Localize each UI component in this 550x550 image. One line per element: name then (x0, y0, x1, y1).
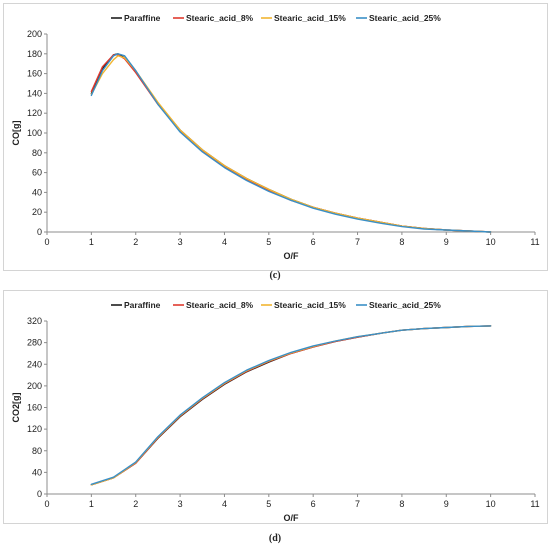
co-y-tick-label: 100 (27, 128, 42, 138)
co-x-tick-label: 7 (355, 237, 360, 247)
co-y-tick-label: 20 (32, 207, 42, 217)
co2-x-tick-label: 7 (355, 499, 360, 509)
co2-y-tick-label: 320 (27, 316, 42, 326)
co2-series-stearic-acid-8- (90, 325, 492, 486)
co-x-tick-label: 6 (311, 237, 316, 247)
co2-chart: Paraffine Stearic_acid_8% Stearic_acid_15%… (11, 300, 540, 523)
co2-x-tick-label: 5 (266, 499, 271, 509)
legend-label: Stearic_acid_15% (274, 300, 346, 310)
co2-x-tick-label: 11 (530, 499, 539, 509)
co-y-tick-label: 140 (27, 88, 42, 98)
co-series-stearic-acid-8- (90, 54, 492, 233)
co2-series-paraffine (90, 325, 492, 486)
co2-y-tick-label: 280 (27, 338, 42, 348)
co2-x-tick-label: 8 (399, 499, 404, 509)
co2-x-axis-label: O/F (284, 513, 300, 523)
co-y-tick-label: 200 (27, 29, 42, 39)
chart-panel-co2: Paraffine Stearic_acid_8% Stearic_acid_15%… (3, 290, 548, 524)
legend-label: Stearic_acid_25% (369, 300, 441, 310)
co2-series-stearic-acid-15- (90, 325, 492, 486)
co2-x-tick-label: 1 (89, 499, 94, 509)
co-y-tick-label: 180 (27, 49, 42, 59)
co2-x-tick-label: 10 (486, 499, 496, 509)
co-x-tick-label: 2 (133, 237, 138, 247)
legend-label: Paraffine (124, 300, 161, 310)
co2-y-tick-label: 200 (27, 381, 42, 391)
co-series-stearic-acid-25- (90, 53, 492, 233)
co2-x-tick-label: 3 (178, 499, 183, 509)
co-x-tick-label: 4 (222, 237, 227, 247)
co-x-tick-label: 5 (266, 237, 271, 247)
co-y-axis-label: CO[g] (11, 121, 21, 146)
co-y-tick-label: 160 (27, 69, 42, 79)
co2-y-tick-label: 80 (32, 446, 42, 456)
legend-label: Stearic_acid_15% (274, 13, 346, 23)
co-series-paraffine (90, 53, 492, 233)
co2-x-tick-label: 4 (222, 499, 227, 509)
co-y-tick-label: 80 (32, 148, 42, 158)
co-x-tick-label: 11 (530, 237, 539, 247)
co2-y-tick-label: 0 (37, 489, 42, 499)
co-y-tick-label: 120 (27, 108, 42, 118)
co-chart: Paraffine Stearic_acid_8% Stearic_acid_15%… (11, 13, 540, 261)
co-series-stearic-acid-15- (90, 55, 492, 233)
co-x-tick-label: 1 (89, 237, 94, 247)
co-x-tick-label: 0 (44, 237, 49, 247)
co2-x-tick-label: 2 (133, 499, 138, 509)
caption-d: (d) (268, 533, 282, 544)
co-x-tick-label: 10 (486, 237, 496, 247)
caption-c: (c) (269, 270, 281, 281)
legend-label: Paraffine (124, 13, 161, 23)
co2-y-tick-label: 240 (27, 359, 42, 369)
co2-y-axis-label: CO2[g] (11, 393, 21, 423)
co2-y-tick-label: 160 (27, 403, 42, 413)
co-x-tick-label: 3 (178, 237, 183, 247)
co2-y-tick-label: 120 (27, 424, 42, 434)
co2-x-tick-label: 6 (311, 499, 316, 509)
co2-y-tick-label: 40 (32, 467, 42, 477)
co-y-tick-label: 0 (37, 227, 42, 237)
legend-label: Stearic_acid_8% (186, 13, 254, 23)
chart-panel-co: Paraffine Stearic_acid_8% Stearic_acid_15%… (3, 3, 548, 271)
co-y-tick-label: 40 (32, 187, 42, 197)
legend-label: Stearic_acid_8% (186, 300, 254, 310)
co-x-tick-label: 8 (399, 237, 404, 247)
legend-label: Stearic_acid_25% (369, 13, 441, 23)
co-x-axis-label: O/F (284, 251, 300, 261)
co-y-tick-label: 60 (32, 168, 42, 178)
co-x-tick-label: 9 (444, 237, 449, 247)
co2-x-tick-label: 9 (444, 499, 449, 509)
co2-x-tick-label: 0 (44, 499, 49, 509)
co2-series-stearic-acid-25- (90, 325, 492, 486)
